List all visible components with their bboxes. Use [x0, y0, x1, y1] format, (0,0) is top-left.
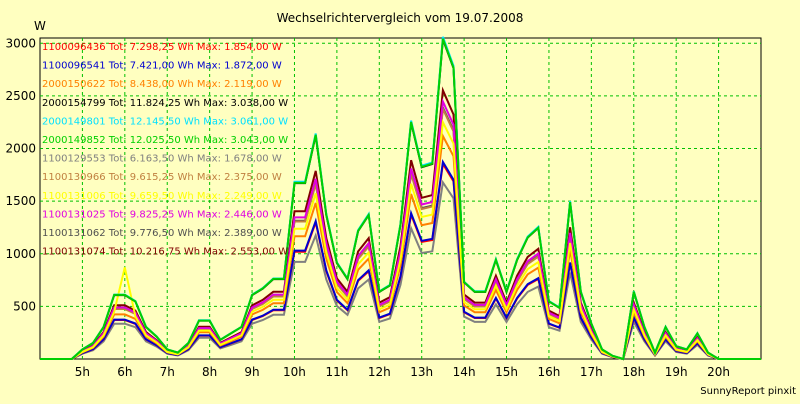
y-tick-label: 500: [13, 299, 36, 313]
y-axis-ticks: 500 1000 1500 2000 2500 3000: [5, 36, 36, 313]
x-tick-label: 13h: [410, 365, 433, 379]
x-tick-label: 20h: [707, 365, 730, 379]
legend-entry: 1100131006 Tot: 9.659,50 Wh Max: 2.249,0…: [42, 191, 282, 202]
legend-entry: 1100131025 Tot: 9.825,25 Wh Max: 2.446,0…: [42, 209, 282, 220]
y-tick-label: 1500: [5, 194, 36, 208]
chart-title: Wechselrichtervergleich vom 19.07.2008: [277, 11, 524, 25]
legend-entry: 1100131074 Tot: 10.216,75 Wh Max: 2.553,…: [42, 247, 288, 258]
legend-entry: 1100129553 Tot: 6.163,50 Wh Max: 1.678,0…: [42, 154, 282, 165]
legend-entry: 1100130966 Tot: 9.615,25 Wh Max: 2.375,0…: [42, 172, 282, 183]
y-tick-label: 2500: [5, 89, 36, 103]
x-tick-label: 19h: [665, 365, 688, 379]
x-tick-label: 18h: [622, 365, 645, 379]
x-tick-label: 8h: [202, 365, 217, 379]
plot-area: [39, 37, 762, 360]
series-lines: [40, 36, 761, 361]
footer-credit: SunnyReport pinxit: [700, 386, 796, 397]
x-tick-label: 9h: [244, 365, 259, 379]
x-tick-label: 14h: [453, 365, 476, 379]
legend-entry: 2000154799 Tot: 11.824,25 Wh Max: 3.038,…: [42, 98, 288, 109]
x-tick-label: 11h: [325, 365, 348, 379]
x-tick-label: 15h: [495, 365, 518, 379]
legend-entry: 2000149801 Tot: 12.145,50 Wh Max: 3.061,…: [42, 116, 288, 127]
legend-entry: 2000150622 Tot: 8.438,00 Wh Max: 2.119,0…: [42, 79, 282, 90]
y-axis-label: W: [34, 19, 46, 33]
x-tick-label: 10h: [283, 365, 306, 379]
x-tick-label: 12h: [368, 365, 391, 379]
y-tick-label: 1000: [5, 247, 36, 261]
x-tick-label: 6h: [117, 365, 132, 379]
legend-entry: 2000149852 Tot: 12.025,50 Wh Max: 3.043,…: [42, 135, 288, 146]
x-tick-label: 16h: [538, 365, 561, 379]
series-line: [40, 118, 761, 361]
legend-entry: 1100096541 Tot: 7.421,00 Wh Max: 1.872,0…: [42, 61, 282, 72]
x-tick-label: 7h: [160, 365, 175, 379]
x-tick-label: 5h: [75, 365, 90, 379]
series-line: [40, 38, 761, 361]
legend-entry: 1100131062 Tot: 9.776,50 Wh Max: 2.389,0…: [42, 228, 282, 239]
y-tick-label: 2000: [5, 142, 36, 156]
grid-lines: [40, 38, 761, 359]
y-tick-label: 3000: [5, 36, 36, 50]
legend: 1100096436 Tot: 7.298,25 Wh Max: 1.854,0…: [42, 42, 288, 258]
x-axis-ticks: 5h 6h 7h 8h 9h 10h 11h 12h 13h 14h 15h 16h 17h 18h 19h…: [75, 365, 730, 379]
legend-entry: 1100096436 Tot: 7.298,25 Wh Max: 1.854,0…: [42, 42, 282, 53]
x-tick-label: 17h: [580, 365, 603, 379]
